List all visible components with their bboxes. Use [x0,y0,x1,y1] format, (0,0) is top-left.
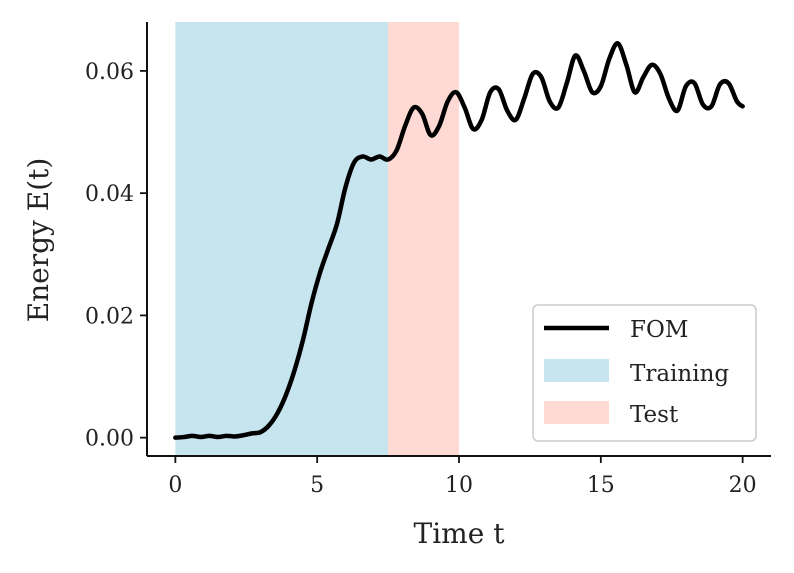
y-axis-title: Energy E(t) [22,158,55,323]
legend-training-label: Training [630,361,729,387]
region-training [175,22,389,456]
region-test [388,22,459,456]
x-tick-label: 15 [587,473,615,498]
x-tick-label: 0 [168,473,182,498]
legend-test-label: Test [630,402,679,428]
y-tick-label: 0.02 [85,304,134,329]
legend-test-swatch [544,401,609,424]
series-layer [173,41,745,440]
y-tick-label: 0.04 [85,182,134,207]
x-tick-label: 20 [729,473,757,498]
legend-training-swatch [544,359,609,382]
legend-fom-label: FOM [630,317,688,343]
x-tick-label: 5 [310,473,324,498]
y-tick-label: 0.06 [85,60,134,85]
legend: FOM Training Test [532,304,757,442]
x-tick-label: 10 [445,473,473,498]
x-ticks: 0 5 10 15 20 [168,456,757,498]
x-axis-title: Time t [414,517,506,550]
series-line-fom [173,41,745,440]
y-tick-label: 0.00 [85,427,134,452]
y-ticks: 0.00 0.02 0.04 0.06 [85,60,147,452]
shaded-regions [175,22,459,456]
